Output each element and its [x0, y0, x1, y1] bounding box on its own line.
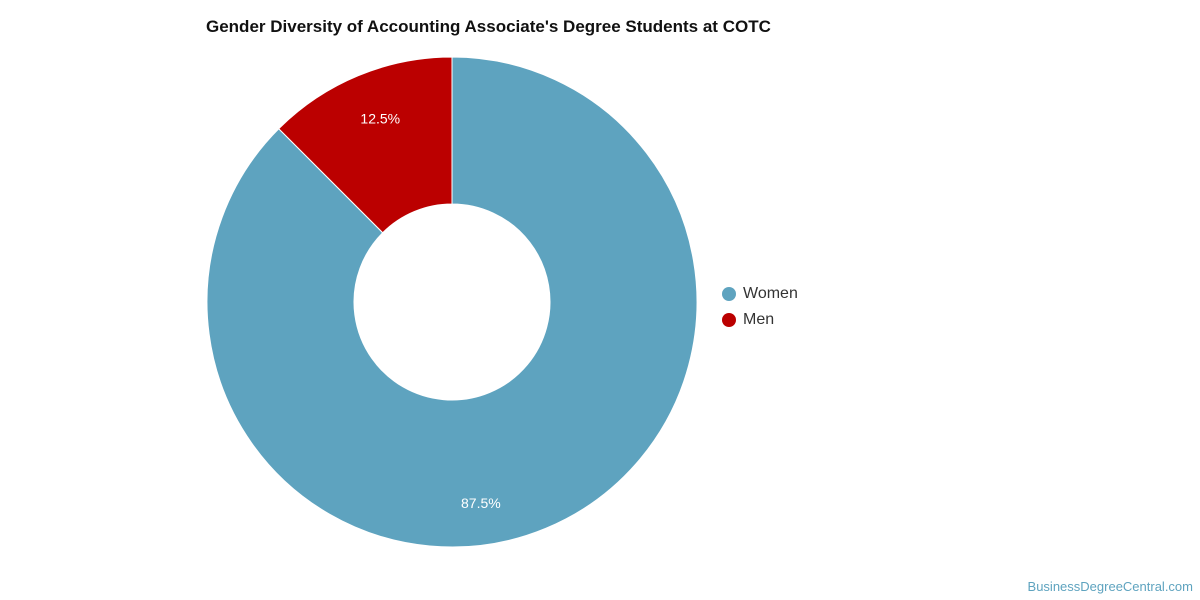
legend-swatch-women [722, 287, 736, 301]
legend-label-men: Men [743, 311, 775, 328]
chart-title: Gender Diversity of Accounting Associate… [206, 17, 771, 36]
slice-label-women: 87.5% [461, 495, 501, 511]
slice-label-men: 12.5% [360, 111, 400, 127]
source-credit: BusinessDegreeCentral.com [1027, 579, 1193, 594]
legend-swatch-men [722, 313, 736, 327]
legend-label-women: Women [743, 285, 798, 302]
legend-item-women[interactable]: Women [722, 281, 798, 307]
chart-legend: Women Men [722, 281, 798, 333]
slice-men[interactable] [278, 56, 453, 234]
legend-item-men[interactable]: Men [722, 307, 798, 333]
slice-women[interactable] [206, 56, 698, 548]
